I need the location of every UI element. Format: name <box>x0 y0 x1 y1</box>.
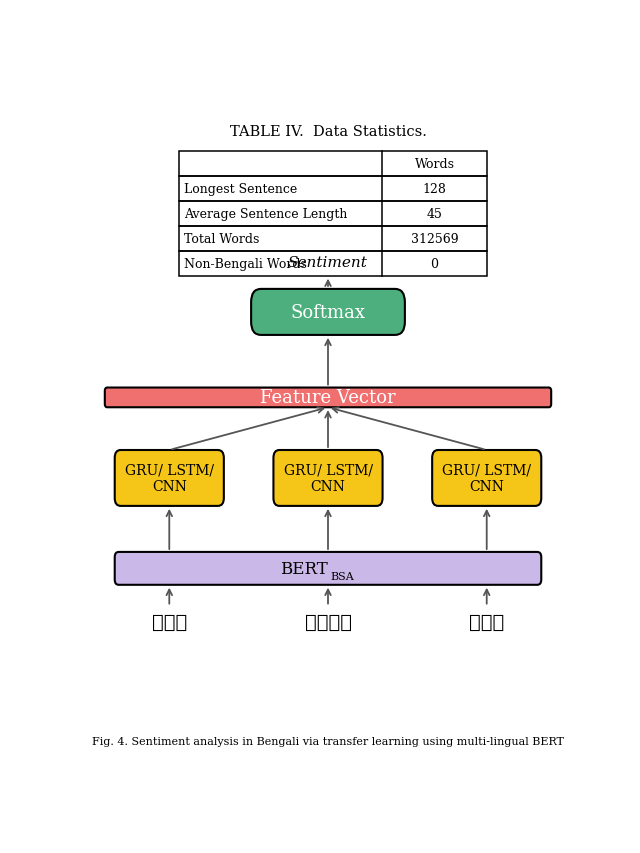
Text: 45: 45 <box>426 207 442 221</box>
Text: GRU/ LSTM/
CNN: GRU/ LSTM/ CNN <box>125 463 214 494</box>
Text: Sentiment: Sentiment <box>288 256 368 270</box>
Text: Fig. 4. Sentiment analysis in Bengali via transfer learning using multi-lingual : Fig. 4. Sentiment analysis in Bengali vi… <box>92 736 564 746</box>
Text: 128: 128 <box>422 183 446 195</box>
Text: GRU/ LSTM/
CNN: GRU/ LSTM/ CNN <box>284 463 372 494</box>
Text: Longest Sentence: Longest Sentence <box>184 183 298 195</box>
Text: Words: Words <box>415 158 454 171</box>
Text: আমি: আমি <box>152 612 187 630</box>
Text: Total Words: Total Words <box>184 233 260 246</box>
Text: Softmax: Softmax <box>291 304 365 322</box>
Text: ভালো: ভালো <box>305 612 351 630</box>
FancyBboxPatch shape <box>115 450 224 507</box>
Text: BERT: BERT <box>280 560 328 577</box>
Bar <box>179 227 487 252</box>
Text: 312569: 312569 <box>411 233 458 246</box>
Text: Feature Vector: Feature Vector <box>260 389 396 407</box>
FancyBboxPatch shape <box>273 450 383 507</box>
Text: Non-Bengali Words: Non-Bengali Words <box>184 258 307 270</box>
Text: TABLE IV.  Data Statistics.: TABLE IV. Data Statistics. <box>230 125 426 139</box>
Bar <box>179 152 487 177</box>
Bar <box>179 252 487 276</box>
FancyBboxPatch shape <box>105 388 551 408</box>
Bar <box>179 177 487 201</box>
FancyBboxPatch shape <box>115 552 541 585</box>
FancyBboxPatch shape <box>432 450 541 507</box>
Text: BSA: BSA <box>330 572 354 582</box>
Text: GRU/ LSTM/
CNN: GRU/ LSTM/ CNN <box>442 463 531 494</box>
Text: Average Sentence Length: Average Sentence Length <box>184 207 348 221</box>
FancyBboxPatch shape <box>251 289 405 335</box>
Bar <box>179 201 487 227</box>
Text: আছি: আছি <box>469 612 504 630</box>
Text: 0: 0 <box>431 258 438 270</box>
